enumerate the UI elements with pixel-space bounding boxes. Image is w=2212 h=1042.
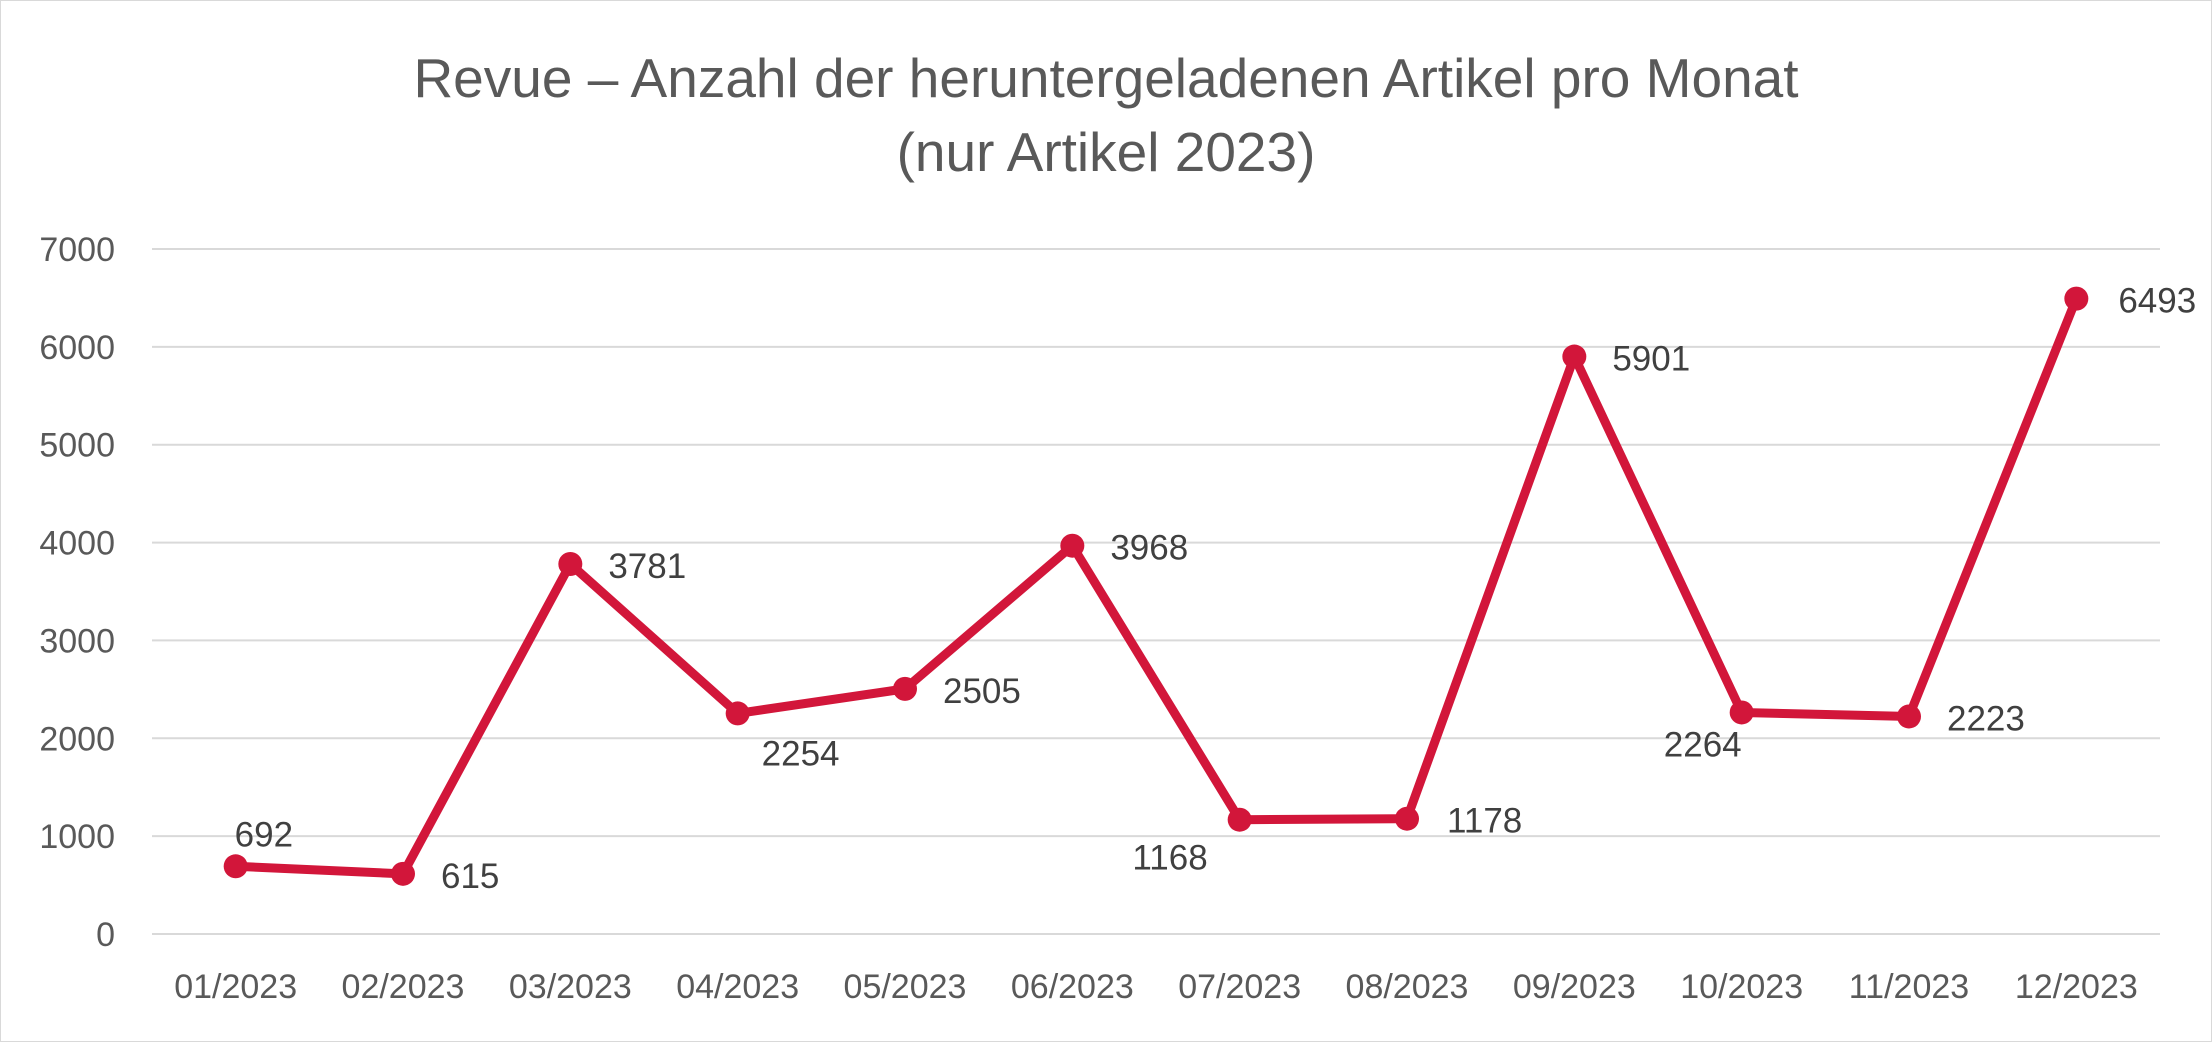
data-point-08/2023 bbox=[1395, 806, 1419, 831]
data-label-01/2023: 692 bbox=[235, 815, 293, 854]
data-labels: 692 615 3781 2254 2505 3968 1168 1178 5901 2264 22… bbox=[235, 282, 2197, 896]
x-tick-label: 10/2023 bbox=[1680, 968, 1803, 1006]
y-tick-label: 2000 bbox=[39, 720, 115, 758]
data-label-05/2023: 2505 bbox=[943, 672, 1021, 711]
data-point-03/2023 bbox=[558, 552, 583, 577]
y-tick-label: 5000 bbox=[39, 427, 115, 465]
x-axis-ticks: 01/2023 02/2023 03/2023 04/2023 05/2023 06/20… bbox=[174, 968, 2138, 1006]
y-tick-label: 1000 bbox=[39, 818, 115, 856]
x-tick-label: 06/2023 bbox=[1011, 968, 1134, 1006]
x-tick-label: 07/2023 bbox=[1178, 968, 1301, 1006]
x-tick-label: 08/2023 bbox=[1346, 968, 1469, 1006]
x-tick-label: 01/2023 bbox=[174, 968, 297, 1006]
series-points bbox=[223, 286, 2089, 886]
x-tick-label: 12/2023 bbox=[2015, 968, 2138, 1006]
data-label-09/2023: 5901 bbox=[1612, 340, 1690, 379]
data-point-04/2023 bbox=[725, 701, 750, 726]
data-label-11/2023: 2223 bbox=[1947, 699, 2025, 738]
data-label-04/2023: 2254 bbox=[762, 734, 840, 773]
data-point-11/2023 bbox=[1897, 704, 1921, 729]
chart-title-block: Revue – Anzahl der heruntergeladenen Art… bbox=[1, 41, 2211, 189]
y-tick-label: 4000 bbox=[39, 525, 115, 563]
series-line-path bbox=[231, 294, 2081, 879]
series-line bbox=[231, 294, 2081, 879]
y-tick-label: 3000 bbox=[39, 622, 115, 660]
data-label-08/2023: 1178 bbox=[1447, 802, 1522, 841]
y-tick-label: 7000 bbox=[39, 231, 115, 269]
data-point-06/2023 bbox=[1060, 533, 1085, 558]
chart-title: Revue – Anzahl der heruntergeladenen Art… bbox=[413, 47, 1799, 109]
x-tick-label: 05/2023 bbox=[844, 968, 967, 1006]
x-tick-label: 03/2023 bbox=[509, 968, 632, 1006]
data-point-02/2023 bbox=[391, 861, 415, 886]
data-point-05/2023 bbox=[893, 676, 917, 701]
x-tick-label: 04/2023 bbox=[676, 968, 799, 1006]
chart-subtitle: (nur Artikel 2023) bbox=[896, 121, 1316, 183]
data-point-12/2023 bbox=[2064, 286, 2089, 311]
data-point-07/2023 bbox=[1227, 807, 1252, 832]
y-tick-label: 6000 bbox=[39, 329, 115, 367]
data-label-03/2023: 3781 bbox=[608, 547, 686, 586]
x-tick-label: 09/2023 bbox=[1513, 968, 1636, 1006]
data-label-07/2023: 1168 bbox=[1132, 839, 1207, 878]
y-axis-ticks: 0 1000 2000 3000 4000 5000 6000 7000 bbox=[39, 231, 115, 954]
data-label-10/2023: 2264 bbox=[1664, 725, 1742, 764]
data-point-10/2023 bbox=[1729, 700, 1754, 725]
gridlines bbox=[152, 248, 2160, 935]
data-label-02/2023: 615 bbox=[441, 857, 499, 896]
x-tick-label: 11/2023 bbox=[1849, 968, 1969, 1006]
data-label-12/2023: 6493 bbox=[2118, 282, 2196, 321]
data-label-06/2023: 3968 bbox=[1110, 529, 1188, 568]
x-tick-label: 02/2023 bbox=[342, 968, 465, 1006]
data-point-01/2023 bbox=[223, 854, 248, 879]
y-tick-label: 0 bbox=[96, 916, 115, 954]
data-point-09/2023 bbox=[1562, 344, 1587, 369]
